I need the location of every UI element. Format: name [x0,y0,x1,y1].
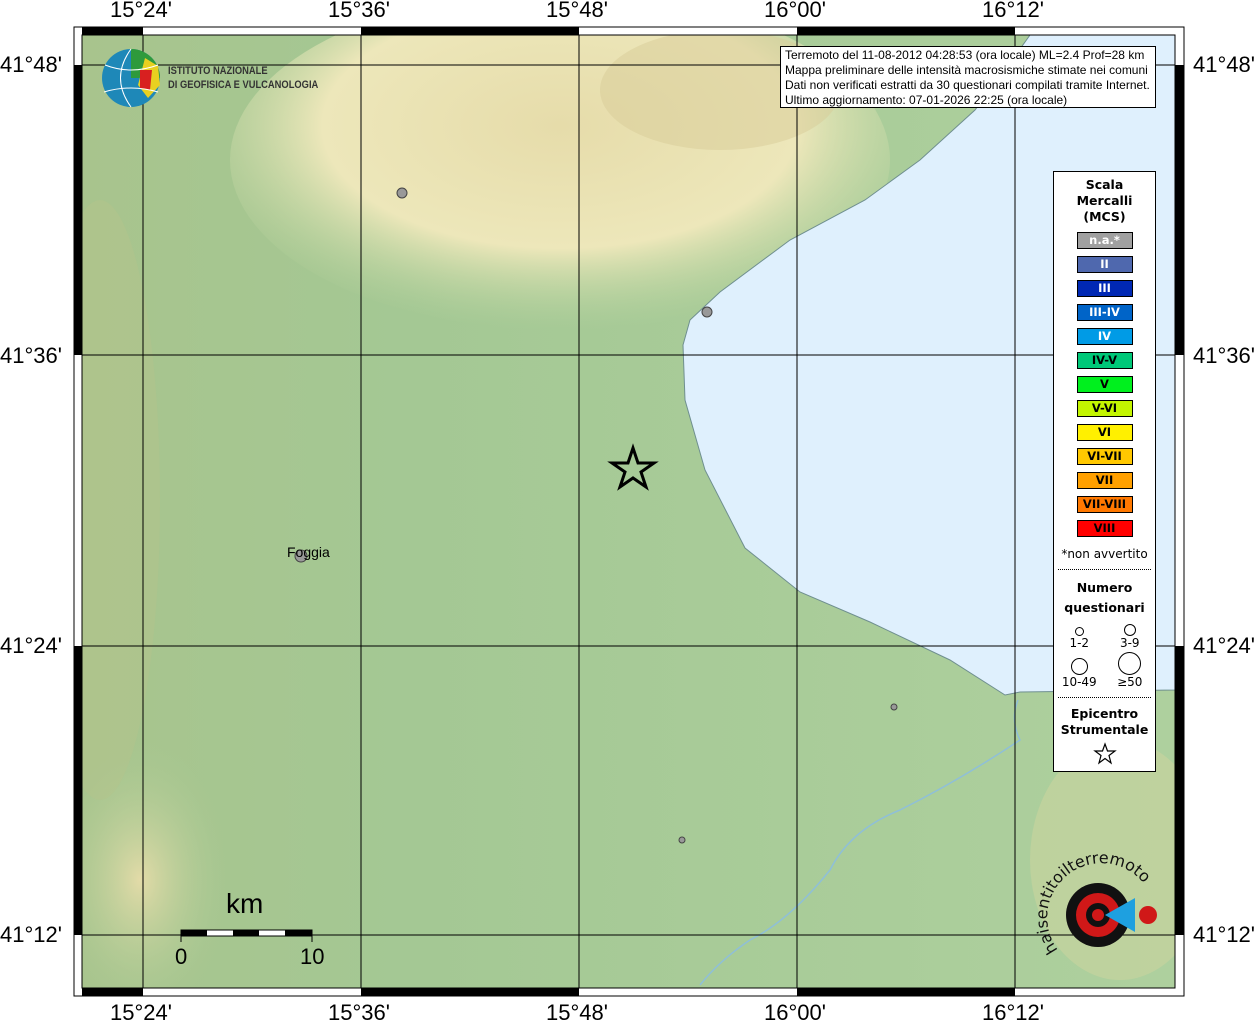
last-update: Ultimo aggiornamento: 07-01-2026 22:25 (… [785,93,1068,107]
intensity-swatch: V-VI [1076,400,1133,417]
questionnaires-title: Numero questionari [1064,580,1145,615]
intensity-swatch: VI [1076,424,1133,441]
lon-tick-top: 15°36' [328,0,390,22]
map-description: Mappa preliminare delle intensità macros… [785,63,1148,77]
locality-marker-foggia[interactable] [294,549,308,563]
intensity-swatch: III [1076,280,1133,297]
lon-tick-bottom: 15°24' [110,1000,172,1025]
ingv-logo-text: ISTITUTO NAZIONALE DI GEOFISICA E VULCAN… [168,65,319,91]
scale-end: 10 [300,944,325,969]
lon-tick-top: 16°12' [982,0,1044,22]
intensity-swatch: VIII [1076,520,1133,537]
scale-bar [180,929,313,942]
lat-tick-right: 41°36' [1193,343,1255,368]
scale-unit: km [226,888,264,919]
lon-tick-bottom: 15°48' [546,1000,608,1025]
locality-marker[interactable] [890,703,898,711]
lat-tick-right: 41°48' [1193,52,1255,77]
mcs-legend: Scala Mercalli (MCS) n.a.* II III III-IV IV IV-… [1053,171,1156,772]
place-label-foggia: Foggia [287,544,330,560]
intensity-swatch: n.a.* [1076,232,1133,249]
locality-marker[interactable] [678,836,686,844]
intensity-swatch: VI-VII [1076,448,1133,465]
lon-tick-bottom: 15°36' [328,1000,390,1025]
lon-tick-top: 16°00' [764,0,826,22]
sea-area [682,35,1175,696]
lat-tick-left: 41°24' [0,633,62,658]
map-frame [73,26,1185,997]
legend-note: *non avvertito [1061,547,1148,561]
frame-scale-bars [74,27,1184,996]
lat-tick-left: 41°48' [0,52,62,77]
legend-title: Scala Mercalli (MCS) [1076,177,1133,224]
circle-medium-icon [1123,624,1136,636]
lat-tick-right: 41°12' [1193,922,1255,947]
epicenter-star-icon[interactable] [607,443,659,491]
lon-tick-top: 15°48' [546,0,608,22]
intensity-swatch: IV [1076,328,1133,345]
intensity-swatch: VII-VIII [1076,496,1133,513]
event-info-box: Terremoto del 11-08-2012 04:28:53 (ora l… [780,46,1156,108]
river [699,699,1021,986]
event-title: Terremoto del 11-08-2012 04:28:53 (ora l… [785,48,1145,62]
intensity-swatch: II [1076,256,1133,273]
lat-tick-right: 41°24' [1193,633,1255,658]
epicenter-title: Epicentro Strumentale [1060,706,1149,737]
ingv-globe-logo [102,48,160,108]
circle-large-icon [1070,658,1088,675]
locality-marker[interactable] [396,187,408,199]
lon-tick-bottom: 16°12' [982,1000,1044,1025]
lon-tick-bottom: 16°00' [764,1000,826,1025]
circle-xlarge-icon [1118,652,1142,675]
lon-tick-top: 15°24' [110,0,172,22]
intensity-swatch: IV-V [1076,352,1133,369]
locality-marker[interactable] [701,306,713,318]
circle-small-icon [1074,627,1084,636]
scale-start: 0 [175,944,188,969]
data-note: Dati non verificati estratti da 30 quest… [785,78,1150,92]
intensity-swatches: n.a.* II III III-IV IV IV-V V V-VI VI VI-VII VII VI… [1054,232,1155,537]
intensity-swatch: VII [1076,472,1133,489]
intensity-swatch: III-IV [1076,304,1133,321]
lat-tick-left: 41°36' [0,343,62,368]
questionnaire-size-legend: 1-2 3-9 10-49 ≥50 [1054,624,1155,689]
intensity-swatch: V [1076,376,1133,393]
star-icon [1092,742,1117,765]
lat-tick-left: 41°12' [0,922,62,947]
